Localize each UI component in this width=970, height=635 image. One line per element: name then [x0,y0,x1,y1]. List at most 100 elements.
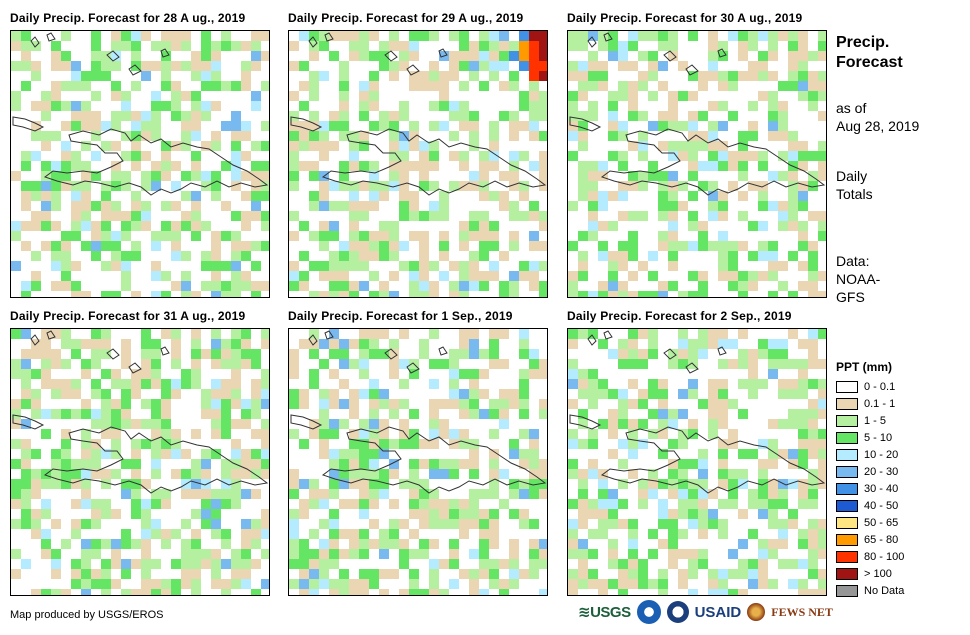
precip-cell [91,201,101,211]
precip-cell [339,569,349,579]
precip-cell [399,61,409,71]
precip-cell [231,181,241,191]
precip-cell [81,559,91,569]
precip-cell [818,529,826,539]
precip-cell [778,559,788,569]
precip-cell [369,569,379,579]
precip-cell [798,71,808,81]
precip-cell [211,71,221,81]
precip-cell [678,181,688,191]
precip-cell [191,529,201,539]
precip-cell [509,291,519,297]
precip-cell [808,529,818,539]
precip-cell [121,409,131,419]
precip-cell [309,349,319,359]
precip-cell [778,349,788,359]
precip-cell [221,379,231,389]
precip-cell [598,201,608,211]
precip-cell [708,569,718,579]
precip-cell [509,171,519,181]
precip-cell [449,151,459,161]
precip-cell [808,251,818,261]
precip-cell [519,389,529,399]
precip-cell [519,121,529,131]
precip-cell [201,31,211,41]
bahamas-outline [587,330,727,374]
precip-cell [778,261,788,271]
precip-cell [379,439,389,449]
precip-cell [221,161,231,171]
precip-cell [51,61,61,71]
precip-cell [539,171,547,181]
precip-cell [201,41,211,51]
precip-cell [808,359,818,369]
precip-cell [539,369,547,379]
precip-cell [111,211,121,221]
precip-cell [668,529,678,539]
precip-cell [638,329,648,339]
precip-cell [231,479,241,489]
precip-cell [519,379,529,389]
precip-cell [309,201,319,211]
precip-cell [678,329,688,339]
precip-cell [688,151,698,161]
precip-cell [618,51,628,61]
precip-cell [499,51,509,61]
precip-cell [21,509,31,519]
precip-cell [588,429,598,439]
precip-cell [41,161,51,171]
precip-cell [329,369,339,379]
precip-cell [568,369,578,379]
precip-cell [658,241,668,251]
precip-cell [319,131,329,141]
precip-cell [51,181,61,191]
precip-cell [439,191,449,201]
precip-cell [429,499,439,509]
precip-cell [479,61,489,71]
precip-cell [389,359,399,369]
precip-cell [638,211,648,221]
precip-cell [71,479,81,489]
precip-cell [299,579,309,589]
precip-cell [608,559,618,569]
precip-cell [818,569,826,579]
precip-cell [41,201,51,211]
precip-cell [688,291,698,297]
precip-cell [181,559,191,569]
precip-cell [598,589,608,595]
precip-cell [658,399,668,409]
precip-cell [81,369,91,379]
hispaniola-outline [600,426,826,494]
precip-cell [299,121,309,131]
precip-cell [211,329,221,339]
precip-cell [439,399,449,409]
precip-cell [359,261,369,271]
precip-cell [578,261,588,271]
precip-cell [788,359,798,369]
precip-cell [191,359,201,369]
precip-cell [479,389,489,399]
precip-cell [171,349,181,359]
precip-cell [181,111,191,121]
precip-cell [211,191,221,201]
precip-cell [658,181,668,191]
precip-cell [211,181,221,191]
precip-cell [151,161,161,171]
precip-cell [568,499,578,509]
precip-cell [658,499,668,509]
precip-cell [91,509,101,519]
precip-cell [141,519,151,529]
precip-cell [121,459,131,469]
precip-cell [638,489,648,499]
precip-cell [668,479,678,489]
precip-cell [61,329,71,339]
precip-cell [718,389,728,399]
precip-cell [529,211,539,221]
precip-cell [778,111,788,121]
precip-cell [489,489,499,499]
precip-cell [708,201,718,211]
precip-cell [141,171,151,181]
precip-cell [818,399,826,409]
precip-cell [21,41,31,51]
precip-cell [738,271,748,281]
